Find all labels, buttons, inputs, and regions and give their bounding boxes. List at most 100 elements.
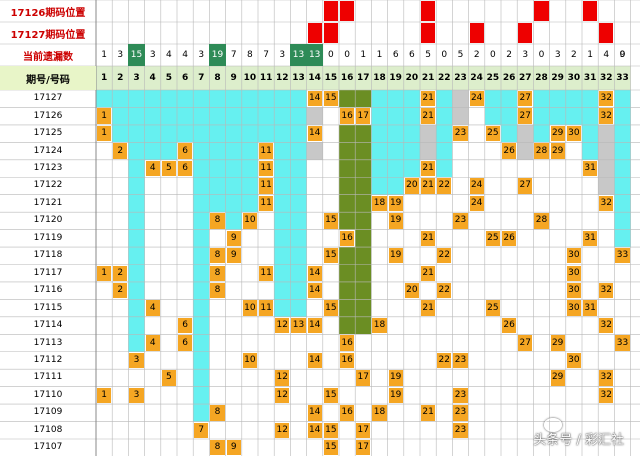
drawn-number-ball: 18 [372, 317, 387, 334]
omission-run-cell [355, 90, 372, 108]
omission-count: 9 [619, 49, 626, 60]
watermark-text: 头条号 / 彩汇社 [533, 433, 624, 448]
omission-run-cell [371, 177, 388, 195]
omission-count: 0 [619, 49, 626, 60]
period-label: 17122 [33, 180, 63, 191]
drawn-number-ball: 16 [340, 352, 355, 369]
drawn-number-ball: 15 [323, 440, 338, 456]
omission-run-cell [517, 124, 534, 143]
omission-run-cell [403, 142, 420, 160]
drawn-number-ball: 26 [502, 143, 517, 159]
omission-run-cell [355, 247, 372, 265]
drawn-number-ball: 21 [421, 178, 436, 194]
omission-count: 3 [117, 49, 124, 60]
drawn-number-ball: 12 [275, 370, 290, 386]
cur-position-marker [307, 23, 322, 43]
drawn-number-ball: 11 [259, 195, 274, 212]
drawn-number-ball: 1 [97, 387, 112, 404]
number-header: 12 [276, 72, 289, 83]
omission-run-cell [128, 159, 145, 178]
omission-run-cell [501, 124, 518, 143]
omission-run-cell [209, 142, 226, 160]
drawn-number-ball: 2 [113, 265, 128, 281]
omission-run-cell [112, 90, 129, 108]
drawn-number-ball: 9 [226, 248, 241, 264]
omission-run-cell [193, 212, 210, 230]
cur-position-marker [518, 23, 533, 43]
omission-run-cell [598, 124, 615, 143]
number-header: 16 [340, 72, 354, 83]
omission-run-cell [436, 142, 453, 160]
omission-count: 2 [506, 49, 512, 60]
omission-run-cell [549, 90, 566, 108]
drawn-number-ball: 5 [161, 160, 176, 177]
omission-count: 3 [554, 49, 561, 60]
omission-run-cell [598, 142, 615, 160]
drawn-number-ball: 12 [275, 387, 290, 404]
omission-run-cell [614, 229, 631, 248]
omission-run-cell [501, 107, 518, 125]
drawn-number-ball: 26 [502, 230, 517, 247]
omission-run-cell [306, 142, 323, 160]
drawn-number-ball: 14 [307, 91, 322, 107]
drawn-number-ball: 27 [518, 178, 533, 194]
omission-run-cell [193, 247, 210, 265]
omission-run-cell [112, 124, 129, 143]
period-label: 17117 [33, 267, 63, 278]
drawn-number-ball: 22 [437, 282, 452, 299]
omission-count: 5 [457, 49, 464, 60]
number-header: 6 [181, 72, 189, 83]
omission-run-cell [355, 212, 372, 230]
number-header: 1 [100, 72, 108, 83]
drawn-number-ball: 15 [323, 213, 338, 229]
number-header: 17 [357, 72, 370, 83]
omission-run-cell [128, 281, 145, 300]
omission-run-cell [128, 334, 145, 352]
drawn-number-ball: 19 [388, 387, 403, 404]
period-label: 17118 [33, 250, 63, 261]
drawn-number-ball: 8 [210, 265, 225, 281]
omission-run-cell [128, 316, 145, 335]
omission-run-cell [533, 124, 550, 143]
omission-run-cell [403, 124, 420, 143]
omission-run-cell [371, 124, 388, 143]
omission-run-cell [225, 177, 242, 195]
drawn-number-ball: 6 [178, 160, 193, 177]
omission-count: 3 [149, 49, 156, 60]
period-label: 17116 [33, 285, 63, 296]
omission-run-cell [339, 316, 356, 335]
drawn-number-ball: 29 [550, 143, 565, 159]
omission-run-cell [225, 212, 242, 230]
drawn-number-ball: 26 [502, 317, 517, 334]
omission-run-cell [355, 177, 372, 195]
omission-run-cell [112, 107, 129, 125]
row-prev-position-label: 17126期码位置 [10, 7, 86, 19]
number-header: 26 [502, 72, 516, 83]
omission-count: 0 [328, 49, 334, 60]
omission-count: 1 [376, 49, 383, 60]
number-header: 23 [454, 72, 467, 83]
omission-run-cell [355, 124, 372, 143]
drawn-number-ball: 31 [583, 300, 598, 316]
omission-run-cell [355, 194, 372, 213]
omission-run-cell [193, 90, 210, 108]
drawn-number-ball: 21 [421, 405, 436, 421]
cur-position-marker [469, 23, 484, 43]
drawn-number-ball: 27 [518, 335, 533, 351]
omission-run-cell [565, 107, 582, 125]
omission-run-cell [290, 299, 307, 317]
number-header: 22 [438, 72, 451, 83]
omission-run-cell [193, 404, 210, 422]
drawn-number-ball: 14 [307, 352, 322, 369]
omission-run-cell [420, 142, 437, 160]
drawn-number-ball: 15 [323, 91, 338, 107]
omission-run-cell [274, 247, 291, 265]
drawn-number-ball: 21 [421, 265, 436, 281]
drawn-number-ball: 22 [437, 178, 452, 194]
omission-run-cell [225, 90, 242, 108]
omission-run-cell [177, 107, 194, 125]
omission-run-cell [355, 264, 372, 282]
omission-run-cell [614, 124, 631, 143]
drawn-number-ball: 8 [210, 282, 225, 299]
